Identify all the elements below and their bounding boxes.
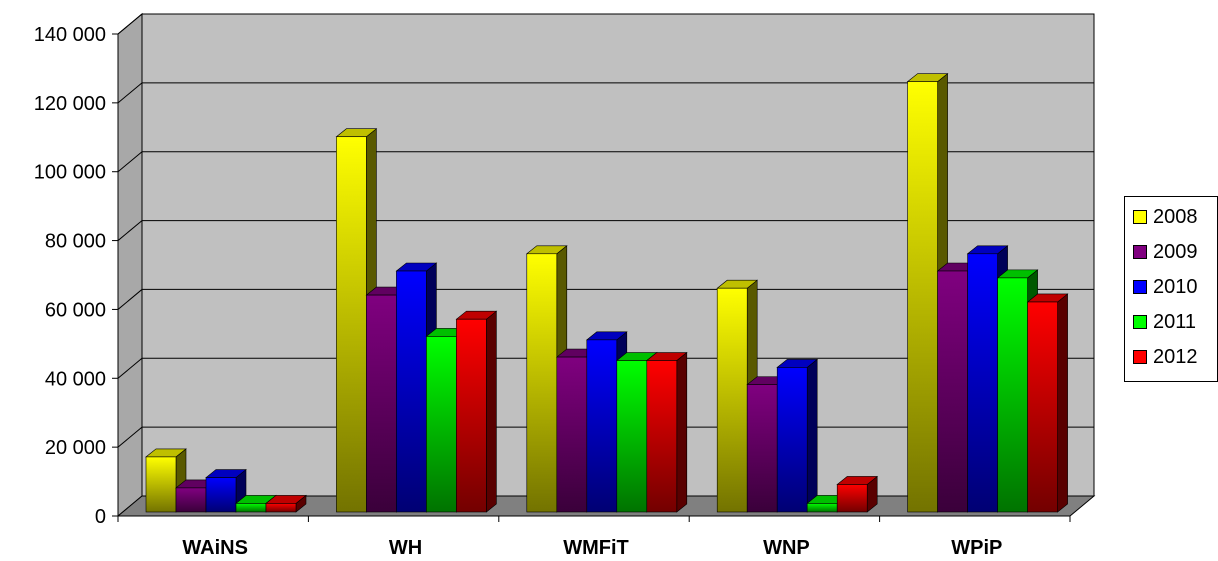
bar-front — [145, 456, 177, 513]
bar-side — [486, 310, 497, 513]
bar-front — [336, 136, 367, 513]
legend: 2008 2009 2010 2011 2012 — [1124, 196, 1218, 382]
bar-side — [1057, 293, 1068, 513]
bar-front — [1027, 301, 1058, 513]
y-tick-label: 140 000 — [34, 24, 106, 46]
axes — [112, 33, 1071, 522]
bar-front — [586, 339, 618, 513]
bar-WNP-2010 — [776, 358, 819, 513]
legend-label-2008: 2008 — [1153, 205, 1198, 228]
x-tick-labels: WAiNS WH WMFiT WNP WPiP — [182, 537, 1002, 559]
y-tick-label: 120 000 — [34, 93, 106, 115]
bar-WH-2012 — [455, 310, 498, 513]
legend-swatch-2012 — [1133, 350, 1147, 364]
bar-side — [806, 358, 818, 513]
bar-front — [556, 356, 588, 513]
legend-item-2009: 2009 — [1133, 237, 1198, 267]
legend-label-2009: 2009 — [1153, 240, 1198, 263]
bar-front — [366, 294, 397, 513]
legend-label-2012: 2012 — [1153, 345, 1198, 368]
bars — [145, 73, 1069, 513]
x-tick-label: WPiP — [951, 537, 1002, 556]
bar-front — [806, 503, 838, 513]
bar-front — [616, 360, 648, 513]
gridline — [117, 357, 1094, 379]
bar-front — [235, 503, 267, 513]
bar-front — [937, 270, 968, 513]
bar-WAiNS-2010 — [205, 468, 247, 513]
legend-item-2012: 2012 — [1133, 342, 1198, 372]
x-tick-label: WH — [389, 537, 422, 556]
bar-front — [396, 270, 427, 513]
legend-item-2011: 2011 — [1133, 307, 1196, 337]
legend-swatch-2010 — [1133, 280, 1147, 294]
bar-front — [526, 253, 558, 513]
bar-front — [205, 477, 237, 513]
legend-label-2011: 2011 — [1153, 310, 1197, 333]
y-tick-label: 60 000 — [45, 299, 106, 321]
gridline — [117, 288, 1094, 310]
bar-front — [716, 287, 748, 513]
gridlines — [117, 13, 1094, 448]
x-tick-label: WNP — [763, 537, 810, 556]
bar-side — [676, 351, 688, 513]
gridline — [117, 151, 1094, 173]
y-tick-label: 100 000 — [34, 162, 106, 184]
gridline — [117, 13, 1094, 35]
y-tick-label: 80 000 — [45, 231, 106, 253]
bar-front — [776, 367, 808, 513]
gridline — [117, 220, 1094, 241]
bar-front — [997, 277, 1028, 513]
x-tick-label: WMFiT — [563, 537, 629, 556]
bar-front — [967, 253, 998, 513]
bar-WPiP-2012 — [1026, 293, 1069, 513]
bar-front — [746, 384, 778, 513]
bar-front — [907, 81, 938, 513]
bar-front — [265, 503, 297, 513]
x-tick-label: WAiNS — [182, 537, 248, 556]
y-tick-labels: 0 20 000 40 000 60 000 80 000 100 000 120 000 1… — [34, 24, 106, 528]
bar-front — [456, 318, 487, 513]
bar-front — [175, 487, 207, 513]
bar-WAiNS-2012 — [265, 494, 307, 513]
legend-swatch-2011 — [1133, 315, 1147, 329]
bar-front — [646, 360, 678, 513]
legend-item-2008: 2008 — [1133, 202, 1198, 232]
y-tick-label: 0 — [95, 506, 106, 528]
bar-front — [426, 336, 457, 513]
gridline — [117, 82, 1094, 104]
side-wall — [117, 12, 143, 518]
legend-swatch-2008 — [1133, 210, 1147, 224]
bar-front — [836, 484, 868, 513]
bar-WNP-2012 — [836, 475, 879, 513]
legend-label-2010: 2010 — [1153, 275, 1198, 298]
y-tick-label: 40 000 — [45, 368, 106, 390]
legend-item-2010: 2010 — [1133, 272, 1198, 302]
bar-WMFiT-2012 — [645, 351, 688, 513]
y-tick-label: 20 000 — [45, 437, 106, 459]
legend-swatch-2009 — [1133, 245, 1147, 259]
